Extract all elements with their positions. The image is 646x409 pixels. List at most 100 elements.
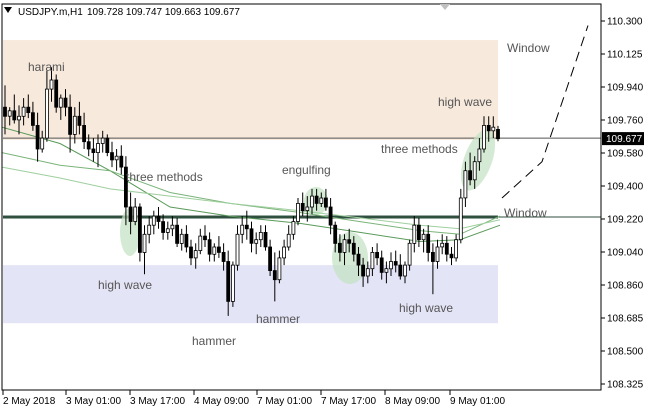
- x-tick-label: 7 May 01:00: [257, 396, 312, 407]
- moving-averages: [1, 126, 501, 243]
- candle-body: [296, 202, 300, 222]
- candle: [26, 94, 31, 119]
- candle-body: [156, 215, 161, 222]
- candle-body: [268, 246, 273, 272]
- candle-body: [430, 251, 435, 262]
- candle-body: [63, 97, 68, 108]
- x-ticks: 2 May 2018 3 May 01:00 3 May 17:00 4 May 09…: [2, 390, 505, 407]
- y-tick-label: 109.400: [607, 182, 644, 193]
- candle-body: [468, 170, 473, 181]
- candle: [272, 252, 277, 302]
- y-tick-label: 109.580: [607, 149, 644, 160]
- plot-frame: [1, 3, 602, 391]
- candle-body: [165, 228, 170, 233]
- candle-body: [291, 221, 296, 235]
- candle: [244, 210, 249, 240]
- candle-body: [389, 261, 393, 270]
- candle: [263, 225, 268, 251]
- candle-body: [226, 261, 231, 302]
- candle: [296, 198, 300, 226]
- candle: [398, 254, 403, 280]
- candle-body: [356, 253, 361, 266]
- candle: [35, 112, 40, 162]
- candle: [82, 112, 86, 149]
- annotation-label: high wave: [98, 278, 152, 292]
- current-price-tag: [602, 132, 644, 146]
- candle-body: [35, 125, 40, 150]
- candle-body: [77, 115, 82, 126]
- candle: [370, 247, 375, 276]
- candle-body: [203, 235, 207, 241]
- candle: [333, 221, 338, 253]
- candle: [230, 261, 235, 307]
- candle: [393, 250, 398, 273]
- candle: [189, 239, 193, 266]
- candle: [175, 217, 180, 247]
- candle: [314, 188, 319, 211]
- candle: [430, 243, 435, 295]
- candle-body: [91, 148, 96, 153]
- candle-body: [86, 141, 91, 150]
- candle: [179, 228, 184, 251]
- candle-body: [286, 233, 291, 248]
- candle-body: [54, 79, 59, 108]
- candle: [458, 188, 463, 244]
- candle-body: [124, 166, 128, 208]
- current-price-label: 109.677: [606, 134, 643, 145]
- axes-layer: [1, 3, 602, 391]
- y-tick-label: 108.860: [607, 281, 644, 292]
- y-ticks: 110.300 110.125 109.940 109.760 109.580 109.4…: [601, 17, 644, 391]
- candle-body: [477, 148, 482, 163]
- candle-body: [416, 224, 421, 241]
- y-tick-label: 110.300: [607, 17, 643, 28]
- candle: [277, 250, 282, 284]
- candle-body: [128, 206, 133, 222]
- candle: [128, 192, 133, 235]
- x-tick-label: 3 May 01:00: [66, 396, 121, 407]
- candle: [282, 239, 287, 266]
- candle: [426, 225, 431, 262]
- candle: [254, 232, 259, 255]
- candle-body: [68, 106, 72, 135]
- candle: [240, 216, 245, 244]
- candle: [147, 216, 152, 244]
- candle-body: [379, 257, 384, 273]
- candle: [114, 149, 119, 171]
- candle-body: [137, 206, 142, 253]
- candle: [444, 236, 449, 262]
- candle-body: [207, 239, 212, 255]
- candle-body: [319, 197, 324, 204]
- candle: [151, 210, 156, 235]
- candle: [337, 234, 342, 262]
- candle: [184, 225, 189, 253]
- x-tick-label: 8 May 09:00: [385, 396, 440, 407]
- candle-body: [96, 143, 100, 154]
- symbol-dropdown-icon[interactable]: [4, 7, 12, 13]
- candle: [203, 225, 207, 247]
- candle-body: [365, 268, 370, 277]
- annotation-label: three methods: [126, 170, 203, 184]
- candle: [72, 107, 77, 144]
- candle: [268, 239, 273, 276]
- candle-body: [249, 228, 254, 244]
- candle: [356, 247, 361, 276]
- candle: [124, 156, 128, 226]
- candle: [310, 188, 314, 215]
- candle-body: [244, 224, 249, 230]
- candle-body: [230, 264, 235, 302]
- symbol-label: USDJPY.m,H1: [18, 7, 83, 18]
- shift-marker-icon[interactable]: [440, 4, 450, 10]
- candle: [137, 203, 142, 262]
- y-tick-label: 110.125: [607, 50, 643, 61]
- candle-body: [240, 224, 245, 235]
- candle-body: [72, 115, 77, 135]
- candle-body: [314, 195, 319, 204]
- candle: [328, 198, 333, 235]
- candle-body: [147, 224, 152, 235]
- candle: [496, 125, 500, 142]
- candle: [486, 116, 491, 142]
- candle: [105, 134, 110, 157]
- candle-body: [151, 215, 156, 226]
- candle-body: [444, 242, 449, 255]
- ohlc-label: 109.728 109.747 109.663 109.677: [87, 7, 240, 18]
